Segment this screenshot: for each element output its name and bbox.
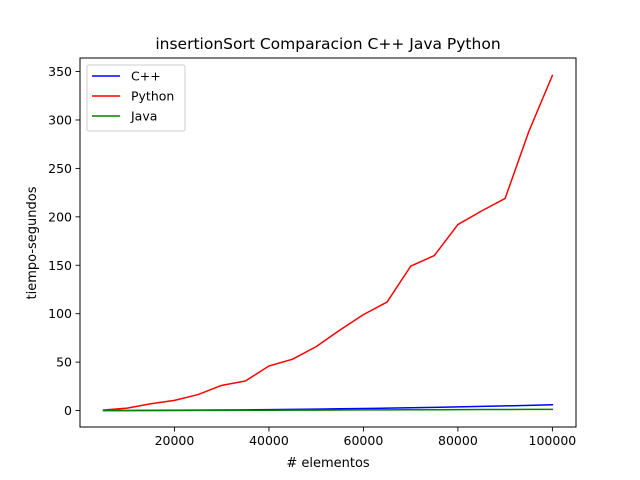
- legend-entry-label: C++: [131, 69, 161, 84]
- x-tick-label: 100000: [529, 433, 577, 448]
- chart-title: insertionSort Comparacion C++ Java Pytho…: [155, 35, 500, 53]
- y-tick-label: 350: [48, 64, 72, 79]
- x-tick-label: 60000: [344, 433, 384, 448]
- legend-box: [86, 64, 186, 132]
- plot-lines: [102, 74, 554, 412]
- y-tick-label: 250: [48, 161, 72, 176]
- x-tick-label: 40000: [249, 433, 289, 448]
- y-tick-label: 300: [48, 112, 72, 127]
- legend: C++ Python Java: [86, 64, 186, 132]
- y-tick-label: 0: [64, 403, 72, 418]
- legend-entry-label: Java: [130, 109, 157, 124]
- series-line-python: [102, 74, 554, 411]
- plot-frame: [79, 57, 577, 428]
- y-tick-label: 100: [48, 306, 72, 321]
- y-tick-label: 200: [48, 209, 72, 224]
- series-line-java: [102, 408, 554, 412]
- y-axis-label: tiempo-segundos: [25, 186, 40, 299]
- x-axis-label: # elementos: [286, 456, 370, 471]
- x-axis-ticks: 20000 40000 60000 80000 100000: [155, 427, 577, 448]
- x-tick-label: 20000: [155, 433, 195, 448]
- y-tick-label: 50: [56, 355, 72, 370]
- x-tick-label: 80000: [438, 433, 478, 448]
- y-axis-ticks: 0 50 100 150 200 250 300 350: [48, 64, 80, 418]
- legend-entry-label: Python: [131, 89, 174, 104]
- y-tick-label: 150: [48, 258, 72, 273]
